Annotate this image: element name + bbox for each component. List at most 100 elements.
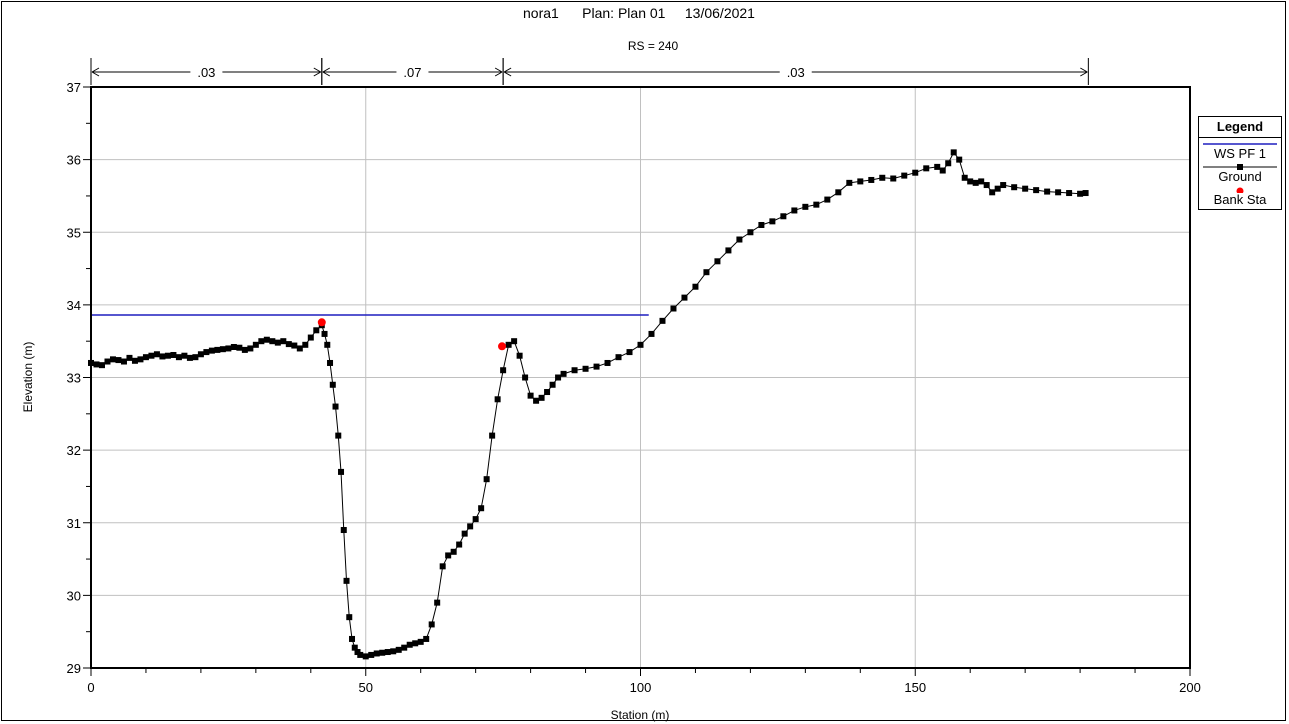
- manning-arrowhead: [313, 67, 322, 77]
- ground-point: [1033, 187, 1040, 194]
- ground-point: [456, 541, 463, 548]
- ground-point: [296, 345, 303, 352]
- ground-point: [637, 341, 644, 348]
- ground-point: [148, 352, 155, 359]
- legend-ground-line-icon: [1203, 164, 1277, 170]
- ground-point: [549, 381, 556, 388]
- ground-point: [522, 374, 529, 381]
- legend-item-bank: Bank Sta: [1199, 184, 1281, 207]
- ground-point: [494, 396, 501, 403]
- ground-point: [236, 344, 243, 351]
- ground-point: [349, 635, 356, 642]
- ground-point: [1000, 182, 1007, 189]
- ground-point: [560, 370, 567, 377]
- ground-point: [939, 167, 946, 174]
- ground-point: [835, 189, 842, 196]
- ground-point: [346, 614, 353, 621]
- ground-point: [983, 182, 990, 189]
- bank-station-point: [317, 318, 326, 327]
- ground-point: [582, 365, 589, 372]
- ground-point: [615, 354, 622, 361]
- ground-point: [467, 523, 474, 530]
- ground-point: [115, 357, 122, 364]
- ground-point: [994, 185, 1001, 192]
- ground-point: [313, 327, 320, 334]
- ground-point: [285, 341, 292, 348]
- ground-point: [934, 163, 941, 170]
- ground-point: [192, 354, 199, 361]
- ground-point: [357, 651, 364, 658]
- ground-point: [390, 648, 397, 655]
- axis-ticks: 0 50 100 150 200 29 30 31 32 33 34 35 36 37: [67, 80, 1201, 695]
- ground-point: [225, 345, 232, 352]
- ground-point: [956, 156, 963, 163]
- ground-point: [412, 640, 419, 647]
- ground-point: [197, 351, 204, 358]
- ground-point: [544, 389, 551, 396]
- ground-point: [335, 432, 342, 439]
- ground-point: [362, 653, 369, 660]
- ground-point: [516, 352, 523, 359]
- ground-point: [670, 305, 677, 312]
- ground-point: [571, 367, 578, 374]
- y-tick-label: 31: [67, 516, 81, 531]
- manning-n-annotations: .03 .07 .03: [90, 58, 1089, 85]
- legend-label-ws: WS PF 1: [1213, 146, 1266, 161]
- ground-point: [1055, 189, 1062, 196]
- ground-point: [280, 338, 287, 345]
- ground-point: [857, 178, 864, 185]
- ground-point: [450, 548, 457, 555]
- ground-point: [1011, 184, 1018, 191]
- ground-point: [181, 352, 188, 359]
- ground-point: [230, 343, 237, 350]
- manning-arrowhead: [322, 67, 331, 77]
- ground-point: [681, 294, 688, 301]
- ground-point: [214, 346, 221, 353]
- ground-point: [324, 341, 331, 348]
- legend-title: Legend: [1199, 117, 1281, 138]
- ground-point: [327, 359, 334, 366]
- x-tick-label: 0: [87, 680, 94, 695]
- ground-point: [109, 356, 116, 363]
- ground-point: [153, 351, 160, 358]
- ground-point: [879, 174, 886, 181]
- y-tick-label: 33: [67, 371, 81, 386]
- ground-point: [307, 334, 314, 341]
- ground-point: [538, 394, 545, 401]
- ground-point: [500, 367, 507, 374]
- ground-point: [923, 165, 930, 172]
- ground-point: [379, 649, 386, 656]
- ground-point: [93, 361, 100, 368]
- ground-point: [901, 172, 908, 179]
- ground-point: [714, 258, 721, 265]
- ground-point: [747, 229, 754, 236]
- ground-point: [972, 179, 979, 186]
- ground-point: [489, 432, 496, 439]
- ground-point: [406, 641, 413, 648]
- x-tick-label: 50: [359, 680, 373, 695]
- ground-point: [692, 283, 699, 290]
- grid-lines: [91, 87, 1190, 668]
- ground-line: [90, 151, 1086, 657]
- ground-point: [126, 354, 133, 361]
- ground-point: [384, 649, 391, 656]
- ground-point: [120, 358, 127, 365]
- ground-point: [478, 505, 485, 512]
- ground-point: [186, 354, 193, 361]
- ground-point: [626, 349, 633, 356]
- ground-point: [131, 357, 138, 364]
- ground-point: [219, 346, 226, 353]
- plot-area-border: [90, 86, 1191, 669]
- ground-point: [736, 236, 743, 243]
- manning-arrowhead: [494, 67, 503, 77]
- ground-point: [868, 176, 875, 183]
- legend-item-ground: Ground: [1199, 161, 1281, 184]
- ground-point: [368, 651, 375, 658]
- ground-point: [291, 342, 298, 349]
- ground-point: [978, 178, 985, 185]
- ground-point: [321, 330, 328, 337]
- ground-point: [890, 175, 897, 182]
- y-tick-label: 37: [67, 80, 81, 95]
- ground-point: [769, 218, 776, 225]
